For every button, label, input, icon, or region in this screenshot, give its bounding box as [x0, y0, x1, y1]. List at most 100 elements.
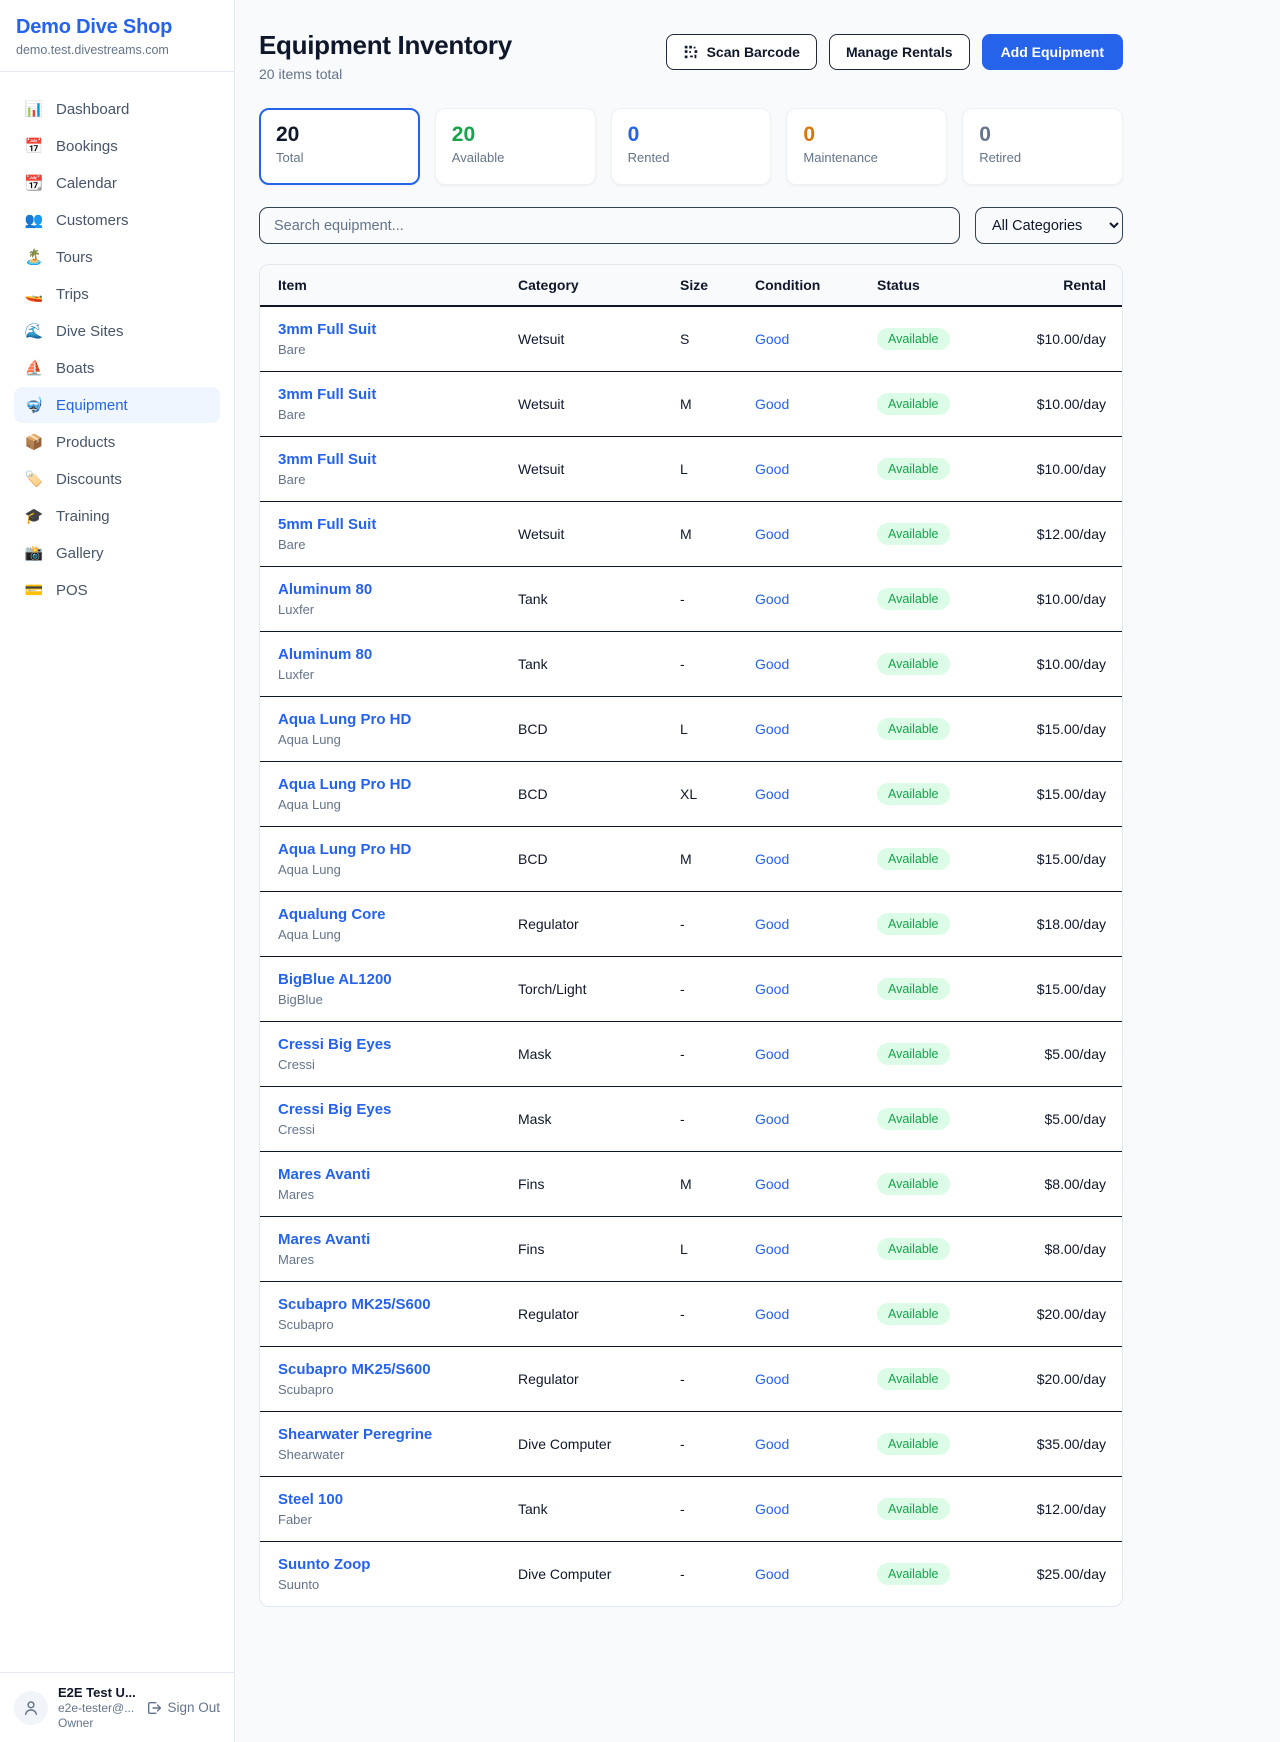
- item-category: BCD: [510, 696, 672, 762]
- stat-card-maintenance[interactable]: 0 Maintenance: [786, 108, 948, 185]
- stat-label: Retired: [979, 150, 1022, 166]
- sidebar-item-calendar[interactable]: 📆 Calendar: [14, 165, 220, 201]
- item-name-link[interactable]: Aluminum 80: [278, 646, 373, 663]
- item-name-link[interactable]: Cressi Big Eyes: [278, 1101, 392, 1118]
- item-size: S: [672, 306, 747, 372]
- item-name-link[interactable]: Steel 100: [278, 1491, 344, 1508]
- item-name-link[interactable]: 3mm Full Suit: [278, 386, 377, 403]
- sidebar-item-equipment[interactable]: 🤿 Equipment: [14, 387, 220, 423]
- sidebar-item-trips[interactable]: 🚤 Trips: [14, 276, 220, 312]
- table-row: Aqua Lung Pro HD Aqua Lung BCD XL Good A…: [260, 761, 1122, 827]
- scan-barcode-button[interactable]: Scan Barcode: [665, 34, 817, 70]
- category-select[interactable]: All Categories: [975, 207, 1123, 244]
- sidebar-item-label: Calendar: [56, 174, 117, 192]
- item-name-link[interactable]: Aqua Lung Pro HD: [278, 711, 412, 728]
- user-name: E2E Test U...: [58, 1685, 136, 1700]
- sidebar-item-customers[interactable]: 👥 Customers: [14, 202, 220, 238]
- island-icon: 🏝️: [24, 249, 44, 266]
- item-name-link[interactable]: 5mm Full Suit: [278, 516, 377, 533]
- status-badge: Available: [877, 653, 950, 675]
- sidebar-item-label: POS: [56, 581, 88, 599]
- brand-block: Demo Dive Shop demo.test.divestreams.com: [0, 0, 234, 72]
- table-header: Item Category Size Condition Status Rental: [260, 265, 1122, 307]
- sign-out-label: Sign Out: [167, 1700, 220, 1715]
- item-name-link[interactable]: 3mm Full Suit: [278, 451, 377, 468]
- item-size: M: [672, 1151, 747, 1217]
- item-name-link[interactable]: Cressi Big Eyes: [278, 1036, 392, 1053]
- item-rental: $8.00/day: [1024, 1151, 1122, 1217]
- item-condition: Good: [755, 1566, 790, 1582]
- user-panel: E2E Test U... e2e-tester@... Owner Sign …: [0, 1672, 234, 1742]
- stat-card-rented[interactable]: 0 Rented: [610, 108, 772, 185]
- item-name-link[interactable]: Suunto Zoop: [278, 1556, 371, 1573]
- item-condition: Good: [747, 1086, 869, 1152]
- status-badge: Available: [877, 458, 950, 480]
- item-size: -: [680, 1566, 685, 1582]
- bar-chart-icon: 📊: [24, 101, 44, 118]
- item-name-link[interactable]: Aqua Lung Pro HD: [278, 841, 412, 858]
- item-name-link[interactable]: BigBlue AL1200: [278, 971, 392, 988]
- stat-card-retired[interactable]: 0 Retired: [962, 108, 1123, 185]
- sidebar-item-gallery[interactable]: 📸 Gallery: [14, 535, 220, 571]
- item-rental: $10.00/day: [1024, 371, 1122, 437]
- credit-card-icon: 💳: [24, 582, 44, 599]
- filter-row: All Categories: [259, 207, 1123, 244]
- add-equipment-label: Add Equipment: [1000, 44, 1104, 60]
- item-brand: Bare: [278, 472, 306, 487]
- sidebar-item-tours[interactable]: 🏝️ Tours: [14, 239, 220, 275]
- item-name-link[interactable]: Aqua Lung Pro HD: [278, 776, 412, 793]
- table-row: Steel 100 Faber Tank - Good Available $1…: [260, 1476, 1122, 1542]
- status-badge: Available: [877, 1303, 950, 1325]
- item-name-link[interactable]: 3mm Full Suit: [278, 321, 377, 338]
- item-name-link[interactable]: Aluminum 80: [278, 581, 373, 598]
- table-row: 3mm Full Suit Bare Wetsuit L Good Availa…: [260, 436, 1122, 502]
- status-badge: Available: [877, 1173, 950, 1195]
- item-category: Dive Computer: [518, 1566, 612, 1582]
- item-category: BCD: [510, 826, 672, 892]
- item-brand: Luxfer: [278, 602, 315, 617]
- item-rental: $15.00/day: [1024, 826, 1122, 892]
- status-badge: Available: [877, 1238, 950, 1260]
- table-row: 3mm Full Suit Bare Wetsuit S Good Availa…: [260, 306, 1122, 372]
- item-rental: $15.00/day: [1024, 696, 1122, 762]
- item-name-link[interactable]: Mares Avanti: [278, 1166, 371, 1183]
- sidebar-item-boats[interactable]: ⛵ Boats: [14, 350, 220, 386]
- item-rental: $20.00/day: [1024, 1346, 1122, 1412]
- add-equipment-button[interactable]: Add Equipment: [981, 34, 1123, 70]
- table-row: Cressi Big Eyes Cressi Mask - Good Avail…: [260, 1086, 1122, 1152]
- calendar-date-icon: 📅: [24, 138, 44, 155]
- sidebar-item-pos[interactable]: 💳 POS: [14, 572, 220, 608]
- sidebar-item-dashboard[interactable]: 📊 Dashboard: [14, 91, 220, 127]
- search-input[interactable]: [259, 207, 960, 244]
- item-size: -: [672, 566, 747, 632]
- item-brand: Bare: [278, 407, 306, 422]
- item-brand: Cressi: [278, 1057, 315, 1072]
- equipment-table: Item Category Size Condition Status Rental 3m…: [260, 265, 1122, 1606]
- sidebar-item-label: Dive Sites: [56, 322, 124, 340]
- sidebar-item-products[interactable]: 📦 Products: [14, 424, 220, 460]
- stat-card-total[interactable]: 20 Total: [259, 108, 420, 185]
- item-name-link[interactable]: Shearwater Peregrine: [278, 1426, 433, 1443]
- status-badge: Available: [877, 523, 950, 545]
- item-rental: $25.00/day: [1036, 1566, 1106, 1582]
- item-name-link[interactable]: Mares Avanti: [278, 1231, 371, 1248]
- item-name-link[interactable]: Scubapro MK25/S600: [278, 1296, 431, 1313]
- brand-name[interactable]: Demo Dive Shop: [16, 16, 173, 38]
- table-row: Scubapro MK25/S600 Scubapro Regulator - …: [260, 1346, 1122, 1412]
- stat-card-available[interactable]: 20 Available: [434, 108, 596, 185]
- item-condition: Good: [747, 501, 869, 567]
- manage-rentals-button[interactable]: Manage Rentals: [828, 34, 970, 70]
- sidebar-item-dive-sites[interactable]: 🌊 Dive Sites: [14, 313, 220, 349]
- item-name-link[interactable]: Aqualung Core: [278, 906, 386, 923]
- sign-out-button[interactable]: Sign Out: [146, 1700, 220, 1716]
- sidebar-item-bookings[interactable]: 📅 Bookings: [14, 128, 220, 164]
- item-category: Wetsuit: [510, 436, 672, 502]
- item-category: Regulator: [510, 1346, 672, 1412]
- user-role: Owner: [58, 1716, 94, 1730]
- sidebar-item-training[interactable]: 🎓 Training: [14, 498, 220, 534]
- item-name-link[interactable]: Scubapro MK25/S600: [278, 1361, 431, 1378]
- sidebar-item-discounts[interactable]: 🏷️ Discounts: [14, 461, 220, 497]
- item-category: Mask: [510, 1021, 672, 1087]
- item-size: L: [672, 696, 747, 762]
- item-condition: Good: [747, 306, 869, 372]
